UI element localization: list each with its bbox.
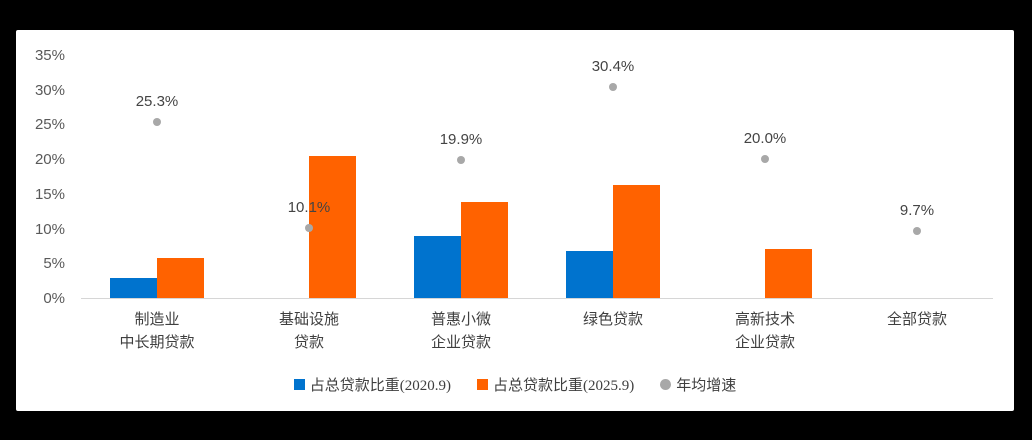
cagr-data-label: 30.4% [591, 57, 635, 75]
legend-swatch-2020-square [293, 379, 305, 390]
chart-plot-area: 35% 30% 25% 20% 15% 10% 5% 0% 25.3% 制造业 中长期贷款 10.1… [16, 30, 1014, 411]
cagr-dot [609, 82, 617, 91]
legend-item-cagr: 年均增速 [660, 374, 736, 395]
x-axis-line [81, 298, 993, 299]
cagr-data-label: 25.3% [135, 93, 179, 111]
cagr-dot [913, 226, 921, 235]
cagr-dot [457, 155, 465, 164]
bar-2020-9 [110, 277, 157, 298]
cagr-data-label: 19.9% [439, 130, 483, 148]
cagr-data-label: 20.0% [743, 130, 787, 148]
cagr-data-label: 9.7% [899, 201, 935, 219]
y-axis-tick-label: 25% [34, 116, 65, 134]
bar-2025-9 [157, 258, 204, 298]
cagr-dot [153, 118, 161, 127]
category-label: 普惠小微 企业贷款 [430, 312, 491, 351]
cagr-dot [761, 155, 769, 164]
category-label: 全部贷款 [886, 312, 947, 328]
bar-2020-9 [566, 250, 613, 298]
legend-label-cagr: 年均增速 [676, 378, 737, 394]
category-label: 制造业 中长期贷款 [119, 312, 195, 351]
legend-swatch-cagr-circle [660, 379, 672, 390]
y-axis-tick-label: 15% [34, 185, 65, 203]
chart-legend: 占总贷款比重(2020.9) 占总贷款比重(2025.9) 年均增速 [16, 374, 1014, 395]
y-axis-tick-label: 20% [34, 151, 65, 169]
legend-item-2020: 占总贷款比重(2020.9) [293, 374, 451, 395]
bar-2025-9 [461, 202, 508, 298]
legend-item-2025: 占总贷款比重(2025.9) [476, 374, 635, 395]
y-axis-tick-label: 10% [34, 220, 65, 238]
cagr-data-label: 10.1% [287, 198, 331, 216]
y-axis-tick-label: 0% [43, 290, 65, 307]
legend-label-2025: 占总贷款比重(2025.9) [492, 378, 635, 394]
legend-swatch-2025-square [476, 379, 488, 390]
category-label: 高新技术 企业贷款 [734, 312, 795, 351]
y-axis-tick-label: 5% [43, 255, 65, 273]
y-axis-tick-label: 35% [34, 46, 65, 64]
chart-card: 35% 30% 25% 20% 15% 10% 5% 0% 25.3% 制造业 中长期贷款 10.1… [16, 30, 1014, 411]
category-label: 绿色贷款 [582, 312, 643, 328]
bar-2025-9 [309, 155, 356, 298]
legend-label-2020: 占总贷款比重(2020.9) [309, 378, 451, 394]
bar-2025-9 [613, 184, 660, 298]
bar-2025-9 [765, 249, 812, 298]
y-axis-tick-label: 30% [34, 81, 65, 99]
cagr-dot [305, 223, 313, 232]
bar-2020-9 [414, 236, 461, 298]
category-label: 基础设施 贷款 [278, 312, 339, 351]
